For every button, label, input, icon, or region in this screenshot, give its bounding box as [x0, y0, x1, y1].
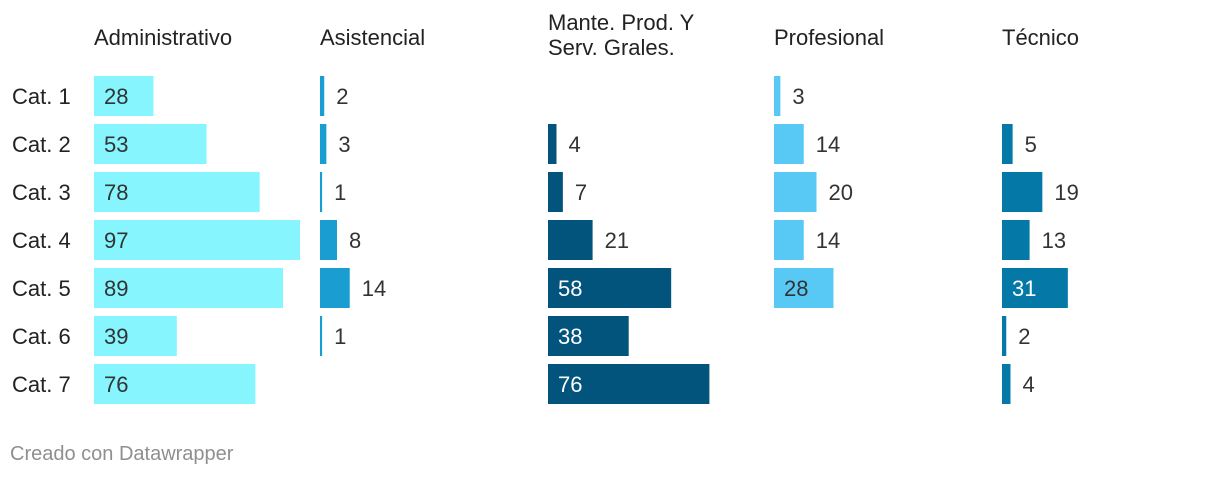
value-label-asistencial-cat-3: 1 — [334, 180, 346, 205]
category-label-cat-4: Cat. 4 — [12, 228, 71, 253]
bar-asistencial-cat-5 — [320, 268, 350, 308]
value-label-tecnico-cat-3: 19 — [1054, 180, 1078, 205]
panel-title-mante-prod-y-serv-grales-line-2: Serv. Grales. — [548, 35, 675, 60]
value-label-mante-prod-y-serv-grales-cat-6: 38 — [558, 324, 582, 349]
category-label-cat-6: Cat. 6 — [12, 324, 71, 349]
bar-administrativo-cat-1 — [94, 76, 154, 116]
bar-administrativo-cat-2 — [94, 124, 207, 164]
value-label-administrativo-cat-4: 97 — [104, 228, 128, 253]
value-label-asistencial-cat-6: 1 — [334, 324, 346, 349]
value-label-asistencial-cat-2: 3 — [338, 132, 350, 157]
panel-title-profesional: Profesional — [774, 25, 884, 50]
value-label-profesional-cat-5: 28 — [784, 276, 808, 301]
panel-title-administrativo: Administrativo — [94, 25, 232, 50]
bar-profesional-cat-4 — [774, 220, 804, 260]
value-label-mante-prod-y-serv-grales-cat-3: 7 — [575, 180, 587, 205]
value-label-profesional-cat-1: 3 — [792, 84, 804, 109]
panel-title-tecnico: Técnico — [1002, 25, 1079, 50]
value-label-asistencial-cat-1: 2 — [336, 84, 348, 109]
value-label-asistencial-cat-5: 14 — [362, 276, 386, 301]
category-label-cat-1: Cat. 1 — [12, 84, 71, 109]
bar-mante-prod-y-serv-grales-cat-7 — [548, 364, 710, 404]
bar-profesional-cat-5 — [774, 268, 834, 308]
bar-mante-prod-y-serv-grales-cat-2 — [548, 124, 557, 164]
bar-mante-prod-y-serv-grales-cat-5 — [548, 268, 672, 308]
value-label-tecnico-cat-5: 31 — [1012, 276, 1036, 301]
bar-profesional-cat-1 — [774, 76, 781, 116]
bar-administrativo-cat-3 — [94, 172, 260, 212]
bar-asistencial-cat-4 — [320, 220, 337, 260]
value-label-tecnico-cat-6: 2 — [1018, 324, 1030, 349]
category-label-cat-5: Cat. 5 — [12, 276, 71, 301]
category-label-cat-7: Cat. 7 — [12, 372, 71, 397]
panel-title-asistencial: Asistencial — [320, 25, 425, 50]
value-label-administrativo-cat-1: 28 — [104, 84, 128, 109]
bar-profesional-cat-3 — [774, 172, 817, 212]
bar-tecnico-cat-2 — [1002, 124, 1013, 164]
value-label-administrativo-cat-2: 53 — [104, 132, 128, 157]
bar-tecnico-cat-3 — [1002, 172, 1043, 212]
bar-tecnico-cat-4 — [1002, 220, 1030, 260]
bar-administrativo-cat-4 — [94, 220, 300, 260]
bar-mante-prod-y-serv-grales-cat-6 — [548, 316, 629, 356]
bar-tecnico-cat-6 — [1002, 316, 1007, 356]
value-label-administrativo-cat-6: 39 — [104, 324, 128, 349]
value-label-administrativo-cat-7: 76 — [104, 372, 128, 397]
category-label-cat-2: Cat. 2 — [12, 132, 71, 157]
bar-tecnico-cat-5 — [1002, 268, 1068, 308]
bar-administrativo-cat-5 — [94, 268, 284, 308]
category-label-cat-3: Cat. 3 — [12, 180, 71, 205]
value-label-profesional-cat-2: 14 — [816, 132, 840, 157]
value-label-administrativo-cat-5: 89 — [104, 276, 128, 301]
value-label-asistencial-cat-4: 8 — [349, 228, 361, 253]
bar-mante-prod-y-serv-grales-cat-4 — [548, 220, 593, 260]
bar-asistencial-cat-3 — [320, 172, 323, 212]
bar-administrativo-cat-7 — [94, 364, 256, 404]
value-label-administrativo-cat-3: 78 — [104, 180, 128, 205]
bar-profesional-cat-2 — [774, 124, 804, 164]
value-label-profesional-cat-4: 14 — [816, 228, 840, 253]
value-label-mante-prod-y-serv-grales-cat-7: 76 — [558, 372, 582, 397]
panel-title-mante-prod-y-serv-grales-line-1: Mante. Prod. Y — [548, 10, 695, 35]
bar-asistencial-cat-2 — [320, 124, 327, 164]
bar-administrativo-cat-6 — [94, 316, 177, 356]
bar-asistencial-cat-6 — [320, 316, 323, 356]
datawrapper-credit[interactable]: Creado con Datawrapper — [10, 443, 234, 465]
value-label-profesional-cat-3: 20 — [828, 180, 852, 205]
value-label-mante-prod-y-serv-grales-cat-5: 58 — [558, 276, 582, 301]
value-label-tecnico-cat-4: 13 — [1042, 228, 1066, 253]
bar-mante-prod-y-serv-grales-cat-3 — [548, 172, 563, 212]
value-label-tecnico-cat-2: 5 — [1025, 132, 1037, 157]
bar-asistencial-cat-1 — [320, 76, 325, 116]
small-multiples-bar-chart: Cat. 1 Cat. 2 Cat. 3 Cat. 4 Cat. 5 Cat. 6 Cat.… — [12, 10, 1079, 404]
value-label-tecnico-cat-7: 4 — [1022, 372, 1034, 397]
bar-tecnico-cat-7 — [1002, 364, 1011, 404]
value-label-mante-prod-y-serv-grales-cat-2: 4 — [568, 132, 580, 157]
value-label-mante-prod-y-serv-grales-cat-4: 21 — [605, 228, 629, 253]
